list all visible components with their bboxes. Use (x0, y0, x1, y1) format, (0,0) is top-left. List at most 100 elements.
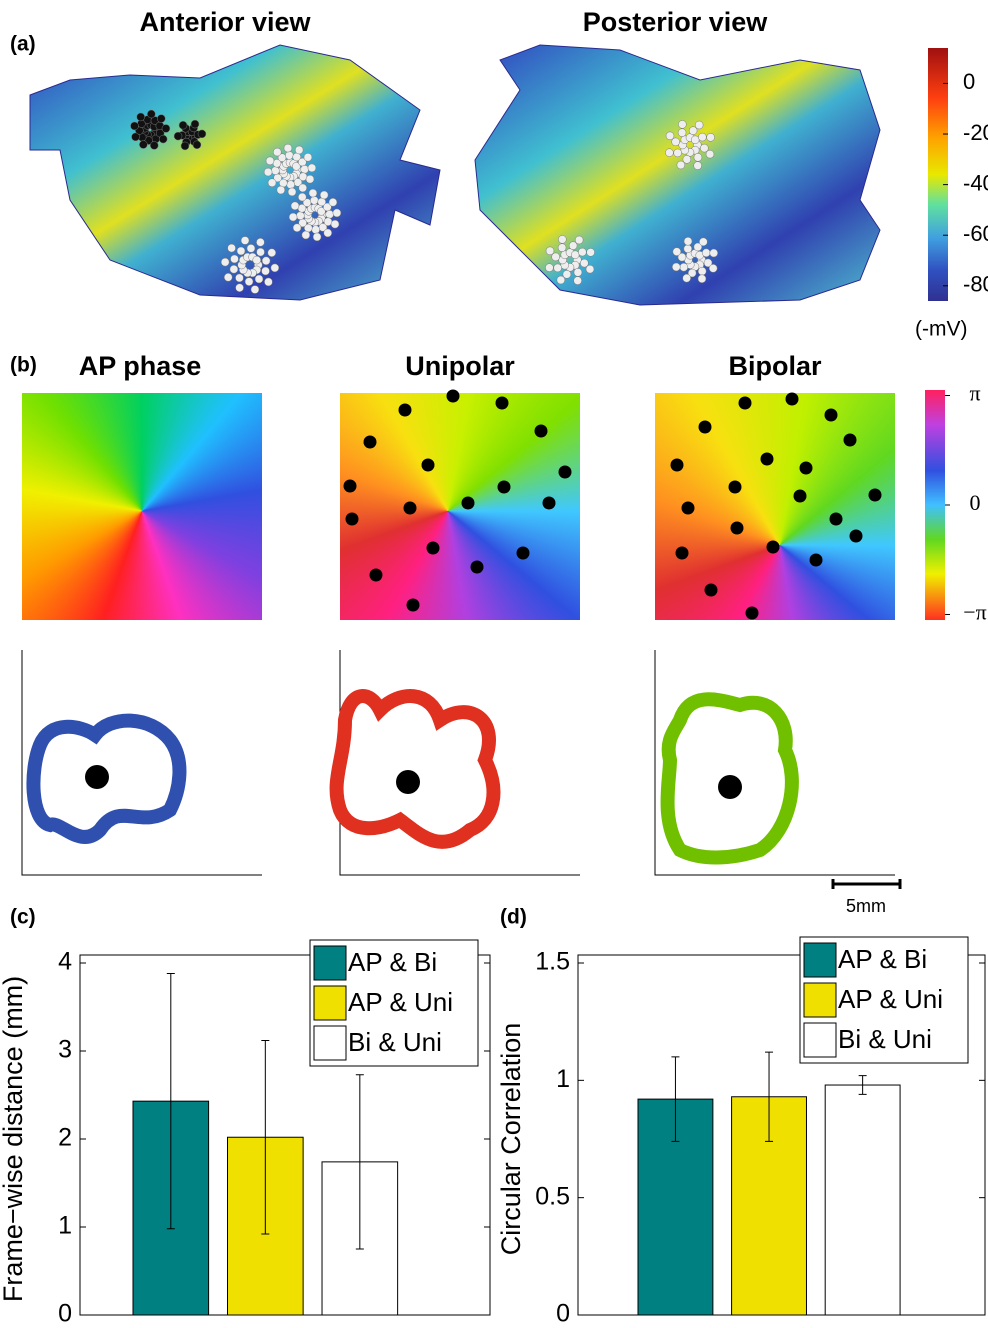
electrode (707, 133, 715, 141)
electrode (285, 151, 293, 159)
electrode (346, 513, 359, 526)
electrode (308, 164, 316, 172)
electrode (563, 270, 571, 278)
electrode (554, 264, 562, 272)
electrode (407, 599, 420, 612)
y-tick-label: 1 (556, 1065, 570, 1093)
view-title: Posterior view (583, 7, 769, 37)
electrode (699, 421, 712, 434)
y-tick-label: 0 (58, 1300, 72, 1328)
electrode (266, 157, 274, 165)
y-tick-label: 0 (556, 1300, 570, 1328)
y-axis-label: Circular Correlation (496, 1023, 526, 1256)
electrode (301, 165, 309, 173)
page: (a) Anterior view Posterior view (-mV) (… (0, 0, 988, 1328)
electrode (235, 274, 243, 282)
electrode (673, 248, 681, 256)
electrode (689, 127, 697, 135)
electrode (535, 425, 548, 438)
trajectory (337, 696, 494, 842)
electrode (684, 237, 692, 245)
electrode (761, 453, 774, 466)
electrode (295, 146, 303, 154)
electrode (224, 273, 232, 281)
legend-swatch (804, 983, 836, 1017)
electrode (293, 224, 301, 232)
electrode (264, 168, 272, 176)
electrode (746, 607, 759, 620)
electrode (313, 233, 321, 241)
electrode (574, 268, 582, 276)
colorbar-label: -40 (963, 170, 988, 195)
legend-label: AP & Uni (838, 984, 943, 1014)
electrode (131, 122, 139, 130)
electrode (221, 258, 229, 266)
electrode (344, 480, 357, 493)
electrode (705, 584, 718, 597)
electrode (310, 196, 318, 204)
electrode (678, 120, 686, 128)
electrode (262, 267, 270, 275)
electrode (312, 226, 320, 234)
electrode (731, 522, 744, 535)
electrode (710, 249, 718, 257)
electrode (558, 244, 566, 252)
electrode (191, 120, 199, 128)
bar (825, 1085, 900, 1315)
electrode (255, 275, 263, 283)
y-tick-label: 1.5 (535, 948, 570, 976)
electrode (299, 184, 307, 192)
electrode (672, 138, 680, 146)
colorbar-label: π (969, 381, 980, 406)
legend-label: AP & Uni (348, 987, 453, 1017)
electrode (674, 149, 682, 157)
colorbar-unit: (-mV) (915, 318, 967, 341)
electrode (558, 235, 566, 243)
electrode (546, 247, 554, 255)
electrodes (344, 390, 882, 620)
colorbar-label: −π (963, 600, 987, 625)
electrode (694, 162, 702, 170)
electrode (333, 209, 341, 217)
electrode (678, 129, 686, 137)
electrode (683, 155, 691, 163)
electrode (245, 278, 253, 286)
electrode (364, 436, 377, 449)
electrode (578, 248, 586, 256)
electrode (370, 569, 383, 582)
electrode (462, 497, 475, 510)
electrode (794, 490, 807, 503)
electrode (684, 245, 692, 253)
electrode (306, 175, 314, 183)
electrode (304, 153, 312, 161)
panel-label: (b) (10, 354, 37, 377)
electrode (174, 132, 182, 140)
electrode (253, 256, 261, 264)
electrode (471, 561, 484, 574)
electrode (447, 390, 460, 403)
electrode (695, 121, 703, 129)
electrode (665, 149, 673, 157)
electrode (284, 144, 292, 152)
y-tick-label: 2 (58, 1124, 72, 1152)
y-tick-label: 3 (58, 1036, 72, 1064)
electrode (559, 466, 572, 479)
electrode (296, 212, 304, 220)
legend-label: AP & Bi (838, 944, 927, 974)
electrode (241, 236, 249, 244)
electrode (767, 541, 780, 554)
electrode (179, 121, 187, 129)
map-title: Unipolar (405, 351, 515, 381)
colorbar-label: -60 (963, 221, 988, 246)
electrode (271, 167, 279, 175)
electrode (869, 489, 882, 502)
electrode (324, 229, 332, 237)
electrode (150, 141, 158, 149)
scale-bar (833, 879, 900, 889)
rotor-centre (718, 775, 742, 799)
electrode (850, 530, 863, 543)
electrode (157, 115, 165, 123)
electrode (247, 244, 255, 252)
electrode (786, 393, 799, 406)
electrode (264, 278, 272, 286)
